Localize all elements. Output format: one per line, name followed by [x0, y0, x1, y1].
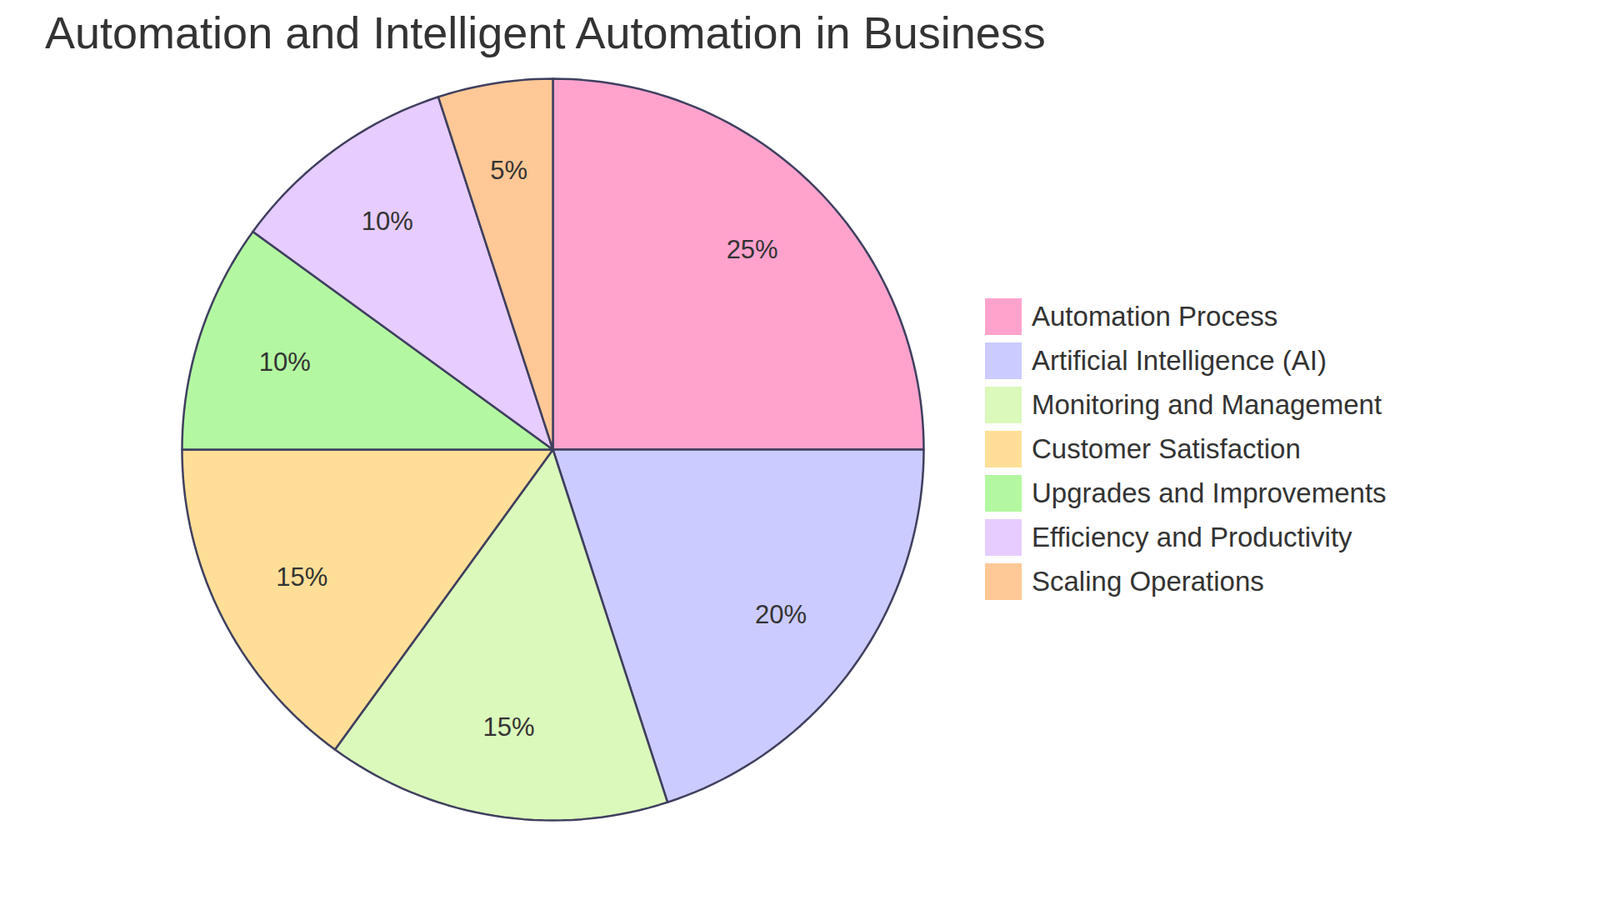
html-text:Efficiency and Productivity: Efficiency and Productivity: [1031, 521, 1353, 553]
svg-text:10%: 10%: [259, 347, 311, 377]
svg-text:25%: 25%: [726, 235, 779, 265]
html-text:Automation and Intelligent Aut: Automation and Intelligent Automation in…: [45, 7, 1046, 58]
html-text:Customer Satisfaction: Customer Satisfaction: [1031, 432, 1301, 464]
svg-text:10%: 10%: [361, 206, 414, 236]
html-text:Scaling Operations: Scaling Operations: [1031, 565, 1264, 597]
html-text:Automation Process: Automation Process: [1031, 300, 1278, 332]
svg-text:5%: 5%: [490, 155, 528, 185]
html-text:Upgrades and Improvements: Upgrades and Improvements: [1031, 477, 1387, 508]
svg-text:15%: 15%: [483, 712, 535, 742]
svg-text:20%: 20%: [755, 600, 807, 630]
html-text:Monitoring and Management: Monitoring and Management: [1031, 388, 1382, 420]
html-text:Artificial Intelligence (AI): Artificial Intelligence (AI): [1031, 344, 1327, 376]
svg-text:15%: 15%: [275, 562, 328, 592]
